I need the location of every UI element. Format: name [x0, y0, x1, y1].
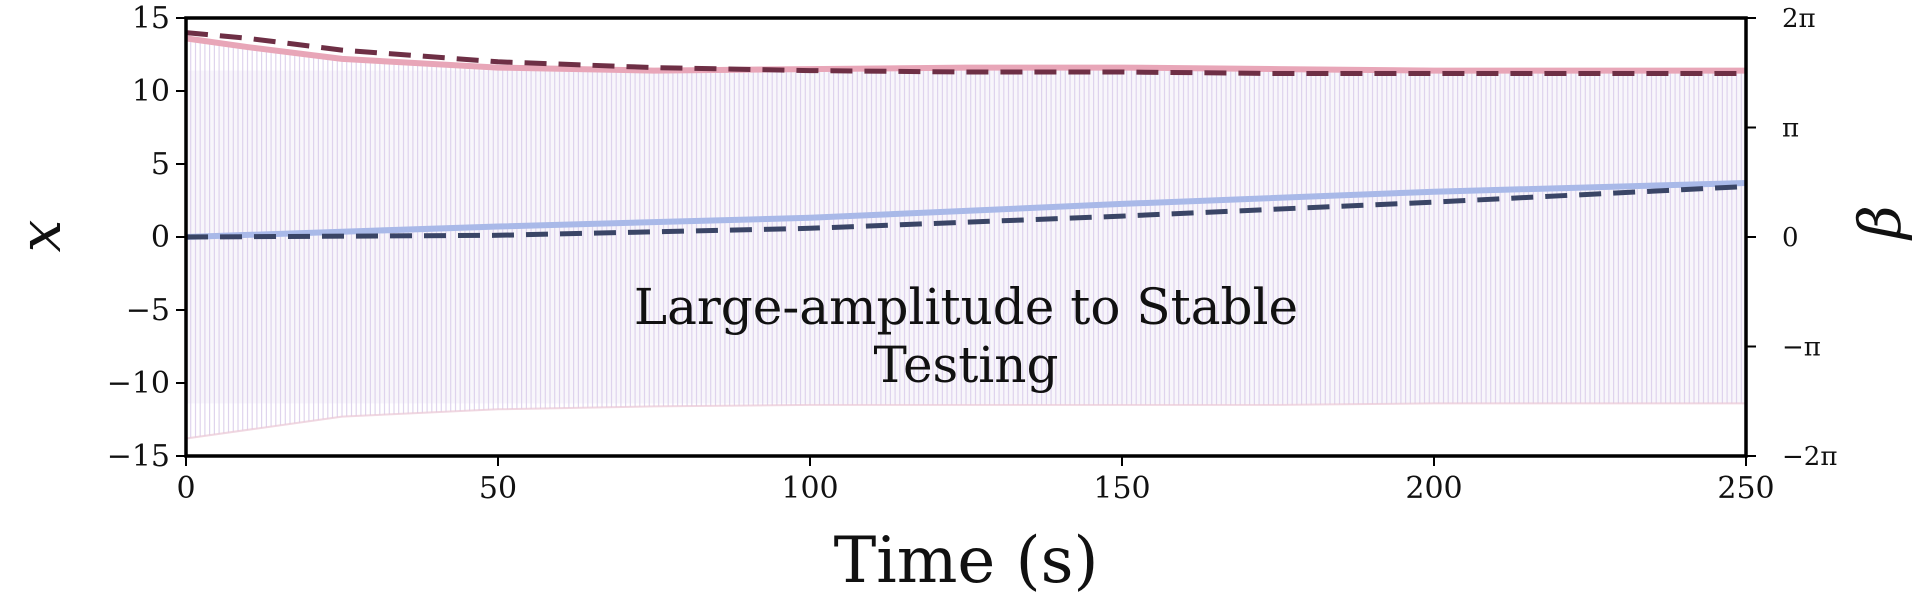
- x-tick-label: 50: [479, 471, 517, 506]
- upper-model-dashed-line: [185, 30, 1746, 76]
- x-tick-label: 150: [1093, 471, 1150, 506]
- y-tick-label-left: 0: [151, 220, 170, 255]
- x-tick-label: 250: [1717, 471, 1774, 506]
- beta-solid-line: [185, 180, 1747, 240]
- y-tick-label-left: −10: [107, 366, 170, 401]
- x-tick-label: 100: [781, 471, 838, 506]
- x-tick-label: 0: [176, 471, 195, 506]
- y-axis-label-right: β: [1846, 205, 1914, 241]
- y-tick-label-right: π: [1782, 114, 1799, 144]
- x-axis-label: Time (s): [834, 524, 1099, 598]
- x-tick-label: 200: [1405, 471, 1462, 506]
- y-tick-label-right: −2π: [1782, 442, 1837, 472]
- y-tick-label-right: 0: [1782, 223, 1799, 253]
- y-tick-label-left: −5: [126, 293, 170, 328]
- y-tick-label-left: 5: [151, 147, 170, 182]
- y-axis-label-left: x: [6, 220, 74, 253]
- annotation-line-2: Testing: [873, 336, 1058, 394]
- upper-envelope-line: [185, 35, 1746, 74]
- y-tick-label-right: −π: [1782, 333, 1821, 363]
- annotation-line-1: Large-amplitude to Stable: [634, 278, 1298, 336]
- y-tick-label-left: 10: [132, 74, 170, 109]
- y-tick-label-left: 15: [132, 1, 170, 36]
- beta-model-dashed-line: [185, 184, 1747, 240]
- y-tick-label-right: 2π: [1782, 4, 1816, 34]
- y-tick-label-left: −15: [107, 439, 170, 474]
- series-lines: [185, 30, 1747, 240]
- lower-envelope: [185, 402, 1746, 440]
